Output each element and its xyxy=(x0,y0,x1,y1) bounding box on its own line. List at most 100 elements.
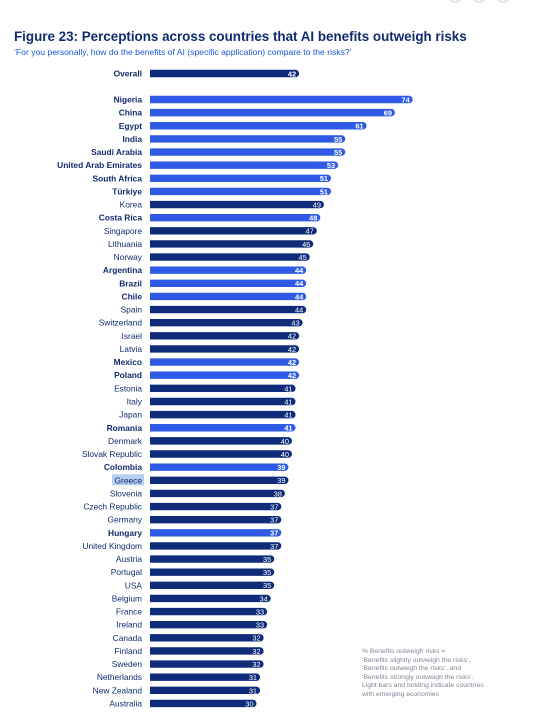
data-label: 37 xyxy=(270,542,278,551)
bar xyxy=(150,568,275,576)
bar xyxy=(150,187,332,196)
category-label: Nigeria xyxy=(114,95,143,105)
bar xyxy=(150,69,300,78)
bar xyxy=(150,174,332,182)
data-label: 61 xyxy=(355,122,363,131)
data-label: 44 xyxy=(295,292,304,301)
category-label: Canada xyxy=(113,633,143,643)
category-label: Colombia xyxy=(104,462,142,472)
data-label: 42 xyxy=(288,358,296,367)
data-label: 51 xyxy=(320,187,328,196)
bar xyxy=(150,581,275,590)
category-label: India xyxy=(122,134,142,144)
category-label: Germany xyxy=(108,515,143,525)
footnote-line: ‘Benefits slightly outweigh the risks’, xyxy=(362,656,471,664)
bar xyxy=(150,253,310,261)
bar xyxy=(150,227,317,235)
data-label: 41 xyxy=(284,424,292,433)
bar xyxy=(150,699,257,708)
data-label: 42 xyxy=(288,371,296,380)
category-label: Italy xyxy=(127,396,143,406)
bar xyxy=(150,463,289,471)
data-label: 33 xyxy=(256,607,264,616)
category-label: New Zealand xyxy=(93,685,143,695)
category-label: Denmark xyxy=(108,436,143,446)
category-label: Japan xyxy=(119,410,142,420)
category-label: Mexico xyxy=(114,357,142,367)
bar xyxy=(150,135,346,143)
category-label: Czech Republic xyxy=(83,502,142,512)
category-label: Sweden xyxy=(112,659,143,669)
data-label: 32 xyxy=(252,634,260,643)
category-label: Brazil xyxy=(119,278,142,288)
data-label: 42 xyxy=(288,69,296,78)
category-label: Singapore xyxy=(104,226,143,236)
category-label: Israel xyxy=(122,331,143,341)
footnote-line: Light bars and bolding indicate countrie… xyxy=(362,682,484,690)
category-label: South Africa xyxy=(93,173,143,183)
bar xyxy=(150,95,413,104)
data-label: 44 xyxy=(295,266,304,275)
data-label: 49 xyxy=(313,200,321,209)
bar xyxy=(150,332,300,340)
data-label: 51 xyxy=(320,174,328,183)
category-label: China xyxy=(119,108,143,118)
data-label: 38 xyxy=(274,489,282,498)
data-label: 41 xyxy=(284,384,292,393)
chart-title: Figure 23: Perceptions across countries … xyxy=(14,29,467,44)
data-label: 47 xyxy=(306,227,314,236)
bar xyxy=(150,122,367,130)
data-label: 35 xyxy=(263,555,271,564)
bar xyxy=(150,292,307,301)
bar xyxy=(150,502,282,511)
data-label: 44 xyxy=(295,305,303,314)
bar xyxy=(150,686,261,695)
data-label: 33 xyxy=(256,621,264,630)
data-label: 55 xyxy=(334,135,342,144)
data-label: 35 xyxy=(263,568,271,577)
category-label: Chile xyxy=(122,291,143,301)
category-label: Slovak Republic xyxy=(82,449,142,459)
category-label: Estonia xyxy=(114,383,142,393)
data-label: 69 xyxy=(384,109,392,118)
bar xyxy=(150,555,275,563)
data-label: 31 xyxy=(249,686,257,695)
category-label: Norway xyxy=(114,252,143,262)
category-label: Australia xyxy=(109,698,142,708)
data-label: 44 xyxy=(295,279,304,288)
data-label: 43 xyxy=(291,319,299,328)
data-label: 35 xyxy=(263,581,271,590)
category-label: Latvia xyxy=(120,344,143,354)
category-label: Greece xyxy=(115,475,143,485)
category-label: Finland xyxy=(115,646,143,656)
data-label: 37 xyxy=(270,529,278,538)
bar xyxy=(150,437,292,445)
category-label: Spain xyxy=(121,305,143,315)
bar xyxy=(150,607,268,616)
footnote-line: ‘Benefits outweigh the risks’, and xyxy=(362,665,461,673)
bar xyxy=(150,450,292,458)
bar xyxy=(150,542,282,550)
bar xyxy=(150,621,268,629)
category-label: Argentina xyxy=(103,265,142,275)
data-label: 31 xyxy=(249,673,257,682)
data-label: 30 xyxy=(245,699,253,708)
data-label: 37 xyxy=(270,502,278,511)
data-label: 42 xyxy=(288,345,296,354)
bar xyxy=(150,148,346,156)
bar xyxy=(150,358,300,366)
bar xyxy=(150,529,282,537)
bar xyxy=(150,200,324,209)
bar xyxy=(150,240,314,248)
bar xyxy=(150,634,264,642)
bar xyxy=(150,594,271,603)
data-label: 41 xyxy=(284,397,292,406)
bar xyxy=(150,410,296,419)
category-label: Netherlands xyxy=(97,672,142,682)
bar xyxy=(150,266,307,274)
data-label: 55 xyxy=(334,148,342,157)
bar xyxy=(150,515,282,524)
highlight-box xyxy=(112,474,144,486)
bar xyxy=(150,489,285,498)
